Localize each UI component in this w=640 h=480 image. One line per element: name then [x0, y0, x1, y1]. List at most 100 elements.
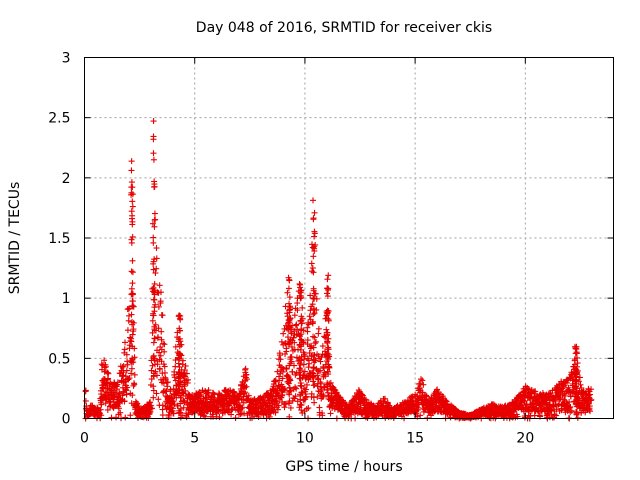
data-point [327, 410, 334, 417]
data-point [131, 371, 138, 378]
data-point [180, 404, 187, 411]
data-point [129, 280, 136, 287]
data-point [310, 269, 317, 276]
data-point [158, 328, 165, 335]
data-point [182, 373, 189, 380]
data-point [123, 391, 130, 398]
data-point [153, 390, 160, 397]
data-point [151, 223, 158, 230]
data-point [153, 255, 160, 262]
data-point [125, 312, 132, 319]
data-point [181, 366, 188, 373]
data-point [128, 285, 135, 292]
data-point [130, 303, 137, 310]
data-point [155, 396, 162, 403]
data-point [315, 325, 322, 332]
data-point [82, 397, 89, 404]
data-point [126, 375, 133, 382]
y-tick-label: 2 [62, 171, 71, 187]
data-point [98, 361, 105, 368]
y-tick-label: 3 [62, 51, 71, 67]
data-point [115, 405, 122, 412]
data-point [183, 370, 190, 377]
data-point [310, 253, 317, 260]
data-point [150, 339, 157, 346]
data-point [150, 150, 157, 157]
data-point [105, 386, 112, 393]
data-point [147, 399, 154, 406]
data-point [121, 346, 128, 353]
data-point [177, 316, 184, 323]
data-point [121, 398, 128, 405]
data-point [129, 233, 136, 240]
data-point [122, 339, 129, 346]
data-point [317, 358, 324, 365]
data-point [117, 409, 124, 416]
data-point [129, 257, 136, 264]
data-point [101, 357, 108, 364]
data-point [153, 265, 160, 272]
data-point [296, 280, 303, 287]
data-point [150, 118, 157, 125]
data-point [148, 405, 155, 412]
data-point [149, 329, 156, 336]
data-point [146, 410, 153, 417]
data-point [158, 336, 165, 343]
data-point [119, 392, 126, 399]
data-point [286, 277, 293, 284]
data-point [157, 298, 164, 305]
data-point [574, 414, 581, 421]
data-point [180, 370, 187, 377]
data-point [159, 402, 166, 409]
data-point [311, 209, 318, 216]
y-axis-label: SRMTID / TECUs [7, 182, 23, 295]
data-point [120, 369, 127, 376]
x-tick-label: 15 [406, 431, 424, 447]
data-point [124, 327, 131, 334]
data-point [319, 343, 326, 350]
data-point [162, 376, 169, 383]
data-point [98, 401, 105, 408]
data-point [309, 197, 316, 204]
data-point [179, 357, 186, 364]
data-point [312, 340, 319, 347]
data-point [105, 370, 112, 377]
data-point [156, 349, 163, 356]
data-point [123, 367, 130, 374]
data-point [131, 381, 138, 388]
data-point [129, 203, 136, 210]
data-point [151, 335, 158, 342]
data-point [164, 379, 171, 386]
data-point [283, 365, 290, 372]
data-point [161, 341, 168, 348]
x-tick-label: 0 [80, 431, 89, 447]
data-point [128, 268, 135, 275]
data-point [130, 326, 137, 333]
data-point [156, 366, 163, 373]
data-point [129, 269, 136, 276]
data-point [150, 239, 157, 246]
data-point [148, 367, 155, 374]
data-point [167, 386, 174, 393]
x-axis-label: GPS time / hours [285, 459, 402, 475]
data-point [123, 351, 130, 358]
data-point [129, 198, 136, 205]
data-point [311, 399, 318, 406]
data-point [113, 414, 120, 421]
data-point [104, 406, 111, 413]
data-point [97, 406, 104, 413]
data-point [128, 179, 135, 186]
data-point [128, 158, 135, 165]
data-point [128, 239, 135, 246]
data-point [170, 410, 177, 417]
data-point [127, 412, 134, 419]
data-point [125, 376, 132, 383]
data-point [98, 412, 105, 419]
y-tick-label: 0.5 [48, 351, 70, 367]
data-point [155, 325, 162, 332]
y-tick-label: 0 [62, 412, 71, 428]
chart-title: Day 048 of 2016, SRMTID for receiver cki… [196, 20, 492, 36]
data-point [171, 374, 178, 381]
x-tick-label: 20 [516, 431, 534, 447]
data-point [308, 260, 315, 267]
